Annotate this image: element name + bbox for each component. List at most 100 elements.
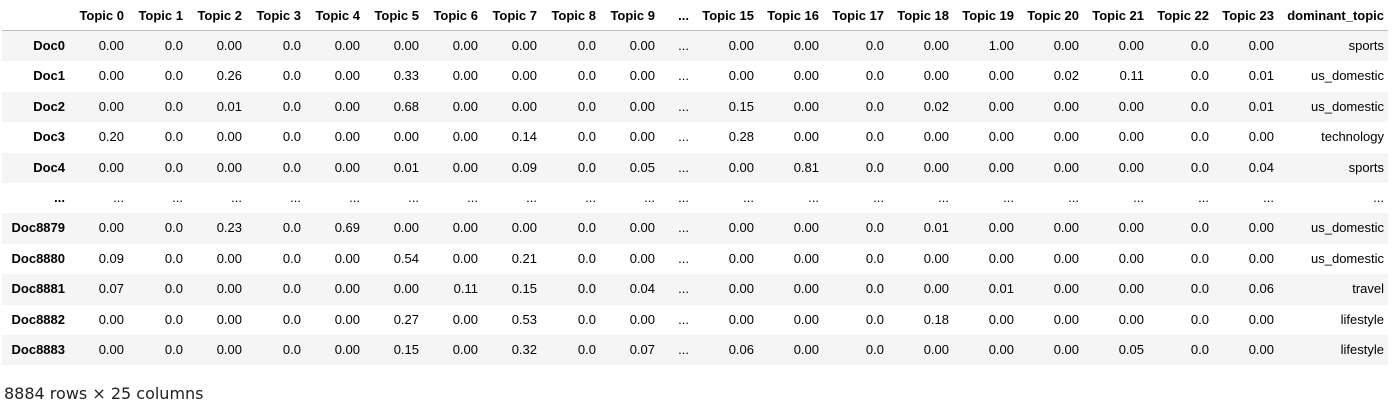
table-cell: 0.00	[923, 281, 949, 297]
row-index: Doc8879	[11, 220, 65, 236]
table-cell: 0.00	[393, 129, 419, 145]
table-cell: 0.00	[216, 38, 242, 53]
table-cell: 0.00	[793, 311, 819, 327]
table-cell: 0.0	[282, 342, 301, 358]
table-cell: 0.0	[282, 68, 301, 84]
table-cell: 0.00	[334, 98, 360, 114]
table-cell: 0.02	[923, 98, 949, 114]
table-cell: 0.00	[98, 98, 124, 114]
table-cell: sports	[1348, 38, 1384, 53]
table-row: Doc3 0.20 0.0 0.00 0.0 0.00 0.00 0.00 0.14 0.0 0.0…	[2, 122, 1388, 153]
table-cell: 0.15	[393, 342, 419, 358]
table-cell: 0.00	[216, 311, 242, 327]
table-row: Doc0 0.00 0.0 0.00 0.0 0.00 0.00 0.00 0.00 0.0 0.0…	[2, 30, 1388, 62]
table-cell: 0.00	[728, 220, 754, 236]
table-cell: ...	[678, 250, 689, 266]
table-header: Topic 0 Topic 1 Topic 2 Topic 3 Topic 4 Topic…	[2, 2, 1388, 31]
table-cell: 0.0	[1190, 129, 1209, 145]
table-cell: 0.00	[452, 250, 478, 266]
column-header: Topic 21	[1083, 2, 1148, 31]
table-cell: 0.04	[1248, 159, 1274, 175]
table-cell: 0.20	[98, 129, 124, 145]
table-cell: 0.00	[728, 311, 754, 327]
table-cell: us_domestic	[1311, 98, 1384, 114]
table-cell: 0.01	[393, 159, 419, 175]
table-cell: 0.00	[334, 38, 360, 53]
table-cell: us_domestic	[1311, 250, 1384, 266]
table-cell: 0.0	[577, 250, 596, 266]
table-row: Doc8880 0.09 0.0 0.00 0.0 0.00 0.54 0.00 0.21 0.0…	[2, 243, 1388, 275]
table-cell: 0.00	[98, 220, 124, 236]
table-cell: ...	[1003, 190, 1014, 206]
table-cell: 0.00	[793, 38, 819, 53]
table-cell: 0.04	[629, 281, 655, 297]
header-row: Topic 0 Topic 1 Topic 2 Topic 3 Topic 4 Topic…	[2, 2, 1388, 31]
table-cell: ...	[938, 190, 949, 206]
table-cell: 0.0	[865, 342, 884, 358]
table-cell: 0.0	[865, 129, 884, 145]
row-index: Doc0	[33, 38, 65, 53]
table-cell: sports	[1348, 159, 1384, 175]
table-cell: 0.0	[577, 38, 596, 53]
table-cell: ...	[873, 190, 884, 206]
table-cell: 0.00	[452, 129, 478, 145]
table-cell: 0.00	[728, 281, 754, 297]
table-cell: ...	[678, 68, 689, 84]
table-cell: ...	[290, 190, 301, 206]
column-header: Topic 20	[1018, 2, 1083, 31]
table-cell: 0.26	[216, 68, 242, 84]
table-cell: 0.0	[1190, 68, 1209, 84]
table-cell: 0.00	[629, 311, 655, 327]
table-cell: 0.68	[393, 98, 419, 114]
table-cell: 0.14	[511, 129, 537, 145]
table-cell: 0.0	[577, 159, 596, 175]
table-cell: ...	[231, 190, 242, 206]
table-cell: 0.00	[1053, 281, 1079, 297]
table-cell: 0.00	[334, 129, 360, 145]
table-cell: 0.0	[1190, 98, 1209, 114]
table-cell: 0.69	[334, 220, 360, 236]
table-cell: ...	[678, 311, 689, 327]
table-cell: 0.00	[334, 342, 360, 358]
table-cell: 0.21	[511, 250, 537, 266]
table-cell: 0.0	[1190, 220, 1209, 236]
table-cell: 0.00	[1118, 98, 1144, 114]
table-cell: 0.00	[452, 342, 478, 358]
table-cell: 0.32	[511, 342, 537, 358]
table-cell: 0.00	[98, 159, 124, 175]
table-cell: ...	[1263, 190, 1274, 206]
table-cell: 0.00	[1053, 220, 1079, 236]
column-header: Topic 17	[823, 2, 888, 31]
table-cell: technology	[1321, 129, 1384, 145]
table-cell: 0.00	[1053, 129, 1079, 145]
table-cell: 0.00	[793, 220, 819, 236]
table-row: Doc8879 0.00 0.0 0.23 0.0 0.69 0.00 0.00 0.00 0.0…	[2, 213, 1388, 244]
table-cell: 0.00	[1053, 250, 1079, 266]
table-cell: 0.00	[1118, 220, 1144, 236]
table-cell: 0.01	[923, 220, 949, 236]
table-cell: 1.00	[988, 38, 1014, 53]
table-cell: 0.00	[216, 250, 242, 266]
table-cell: 0.00	[793, 98, 819, 114]
table-cell: 0.00	[98, 68, 124, 84]
table-cell: ...	[113, 190, 124, 206]
table-cell: 0.00	[1118, 281, 1144, 297]
table-cell: 0.00	[923, 38, 949, 53]
table-cell: 0.00	[988, 342, 1014, 358]
table-cell: 0.00	[1118, 38, 1144, 53]
table-cell: 0.00	[988, 98, 1014, 114]
column-header: Topic 3	[246, 2, 305, 31]
table-cell: 0.0	[164, 38, 183, 53]
table-cell: 0.0	[865, 311, 884, 327]
table-cell: 0.0	[164, 250, 183, 266]
table-cell: 0.00	[629, 38, 655, 53]
table-cell: 0.00	[1248, 311, 1274, 327]
table-cell: 0.00	[988, 68, 1014, 84]
table-cell: 0.00	[334, 281, 360, 297]
table-cell: 0.06	[1248, 281, 1274, 297]
column-header: Topic 0	[69, 2, 128, 31]
table-cell: 0.00	[629, 129, 655, 145]
table-cell: 0.0	[865, 68, 884, 84]
table-cell: 0.00	[793, 129, 819, 145]
